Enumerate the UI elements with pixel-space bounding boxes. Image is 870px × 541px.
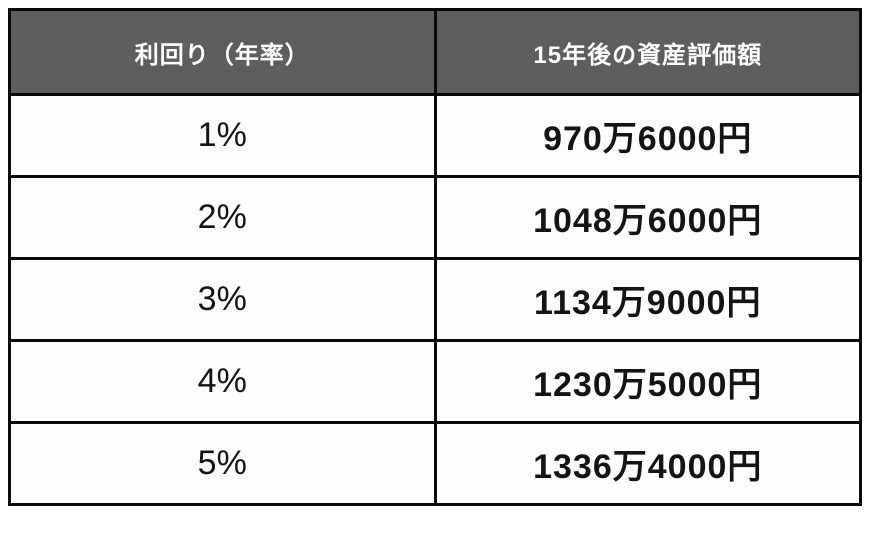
asset-value-cell: 1134万9000円: [433, 257, 862, 342]
yield-cell: 3%: [8, 257, 437, 342]
header-row: 利回り（年率） 15年後の資産評価額: [8, 8, 862, 96]
table-row: 2% 1048万6000円: [8, 175, 862, 260]
asset-value-cell: 970万6000円: [433, 93, 862, 178]
column-header-asset-value: 15年後の資産評価額: [433, 8, 862, 96]
yield-asset-table: 利回り（年率） 15年後の資産評価額 1% 970万6000円 2% 1048万600…: [8, 8, 862, 506]
table-body: 1% 970万6000円 2% 1048万6000円 3% 1134万9000円 4% 123…: [8, 93, 862, 506]
table-row: 3% 1134万9000円: [8, 257, 862, 342]
asset-valuation-table: 利回り（年率） 15年後の資産評価額 1% 970万6000円 2% 1048万600…: [8, 8, 862, 506]
column-header-yield: 利回り（年率）: [8, 8, 437, 96]
table-row: 4% 1230万5000円: [8, 339, 862, 424]
table-row: 5% 1336万4000円: [8, 421, 862, 506]
yield-cell: 5%: [8, 421, 437, 506]
yield-cell: 1%: [8, 93, 437, 178]
table-header: 利回り（年率） 15年後の資産評価額: [8, 8, 862, 96]
asset-value-cell: 1048万6000円: [433, 175, 862, 260]
yield-cell: 2%: [8, 175, 437, 260]
yield-cell: 4%: [8, 339, 437, 424]
table-row: 1% 970万6000円: [8, 93, 862, 178]
asset-value-cell: 1336万4000円: [433, 421, 862, 506]
asset-value-cell: 1230万5000円: [433, 339, 862, 424]
